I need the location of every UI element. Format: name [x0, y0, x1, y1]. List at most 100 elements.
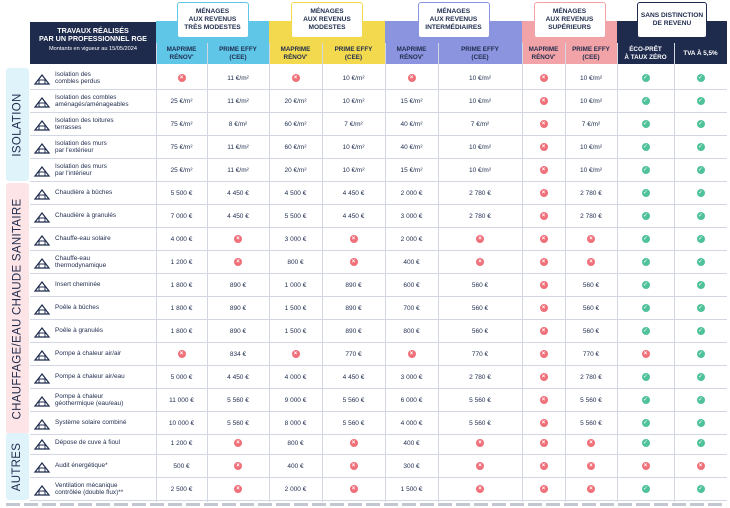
value-cell: ✓: [617, 136, 674, 158]
value-cell: ✓: [617, 320, 674, 342]
column-header: PRIME EFFY (CEE): [438, 43, 522, 64]
table-row: Isolation des combles perdus × 11 €/m² × 10 €…: [30, 67, 727, 90]
eligible-icon: ✓: [641, 212, 650, 220]
not-eligible-icon: ×: [539, 74, 548, 82]
amount: 7 €/m²: [470, 120, 490, 128]
eligible-icon: ✓: [696, 350, 705, 358]
value-cell: ×: [522, 228, 565, 250]
value-cell: ×: [322, 251, 385, 273]
eligible-icon: ✓: [696, 419, 705, 427]
value-cell: 4 000 €: [385, 412, 438, 434]
column-header: MAPRIME RÉNOV': [522, 43, 565, 64]
not-eligible-icon: ×: [539, 373, 548, 381]
value-cell: 11 €/m²: [207, 90, 269, 112]
amount: 5 560 €: [227, 396, 249, 404]
not-eligible-icon: ×: [349, 439, 358, 447]
amount: 10 €/m²: [342, 74, 365, 82]
group-label-line: MODESTES: [308, 24, 346, 31]
work-label: Chauffe-eau solaire: [55, 228, 155, 250]
value-cell: 770 €: [322, 343, 385, 365]
group-header: SANS DISTINCTION DE REVENU: [637, 2, 707, 38]
value-cell: 800 €: [269, 432, 322, 454]
group-label-line: TRÈS MODESTES: [184, 24, 241, 31]
not-eligible-icon: ×: [539, 120, 548, 128]
amount: 11 000 €: [169, 396, 194, 404]
value-cell: 10 000 €: [156, 412, 207, 434]
value-cell: 5 560 €: [565, 389, 617, 411]
value-cell: 1 200 €: [156, 251, 207, 273]
value-cell: 5 560 €: [207, 412, 269, 434]
amount: 11 €/m²: [227, 97, 249, 105]
amount: 1 200 €: [170, 258, 193, 266]
not-eligible-icon: ×: [539, 189, 548, 197]
amount: 560 €: [582, 281, 600, 289]
value-cell: 1 000 €: [269, 274, 322, 296]
group-label-line: AUX REVENUS: [545, 16, 594, 23]
amount: 800 €: [403, 327, 420, 335]
eligible-icon: ✓: [696, 166, 705, 174]
value-cell: 7 €/m²: [322, 113, 385, 135]
amount: 10 €/m²: [579, 166, 603, 174]
group-label-line: AUX REVENUS: [188, 16, 237, 23]
table-row: Chauffe-eau solaire 4 000 € × 3 000 € × 2 000…: [30, 228, 727, 251]
value-cell: 4 450 €: [207, 205, 269, 227]
work-label: Insert cheminée: [55, 274, 155, 296]
value-cell: 1 800 €: [156, 274, 207, 296]
column-header-line: MAPRIME: [280, 46, 311, 53]
value-cell: ×: [565, 251, 617, 273]
table-row: Insert cheminée 1 800 € 890 € 1 000 € 890 € 6…: [30, 274, 727, 297]
value-cell: ✓: [617, 389, 674, 411]
value-cell: 40 €/m²: [385, 136, 438, 158]
column-header-line: PRIME EFFY: [219, 46, 257, 53]
value-cell: ×: [438, 251, 522, 273]
value-cell: ✓: [674, 228, 727, 250]
value-cell: 10 €/m²: [565, 136, 617, 158]
amount: 75 €/m²: [170, 120, 193, 128]
eligible-icon: ✓: [696, 258, 705, 266]
amount: 770 €: [345, 350, 362, 358]
value-cell: ×: [565, 228, 617, 250]
not-eligible-icon: ×: [587, 235, 595, 243]
value-cell: 40 €/m²: [385, 113, 438, 135]
work-label: Ventilation mécanique contrôlée (double f…: [55, 478, 155, 500]
value-cell: ×: [322, 228, 385, 250]
value-cell: 11 €/m²: [207, 159, 269, 181]
not-eligible-icon: ×: [539, 439, 548, 447]
amount: 700 €: [403, 304, 420, 312]
value-cell: ✓: [674, 136, 727, 158]
eligible-icon: ✓: [641, 373, 650, 381]
not-eligible-icon: ×: [349, 462, 358, 470]
value-cell: 60 €/m²: [269, 113, 322, 135]
amount: 10 €/m²: [468, 97, 492, 105]
not-eligible-icon: ×: [476, 235, 484, 243]
work-label-line: Insert cheminée: [55, 281, 101, 289]
work-label: Système solaire combiné: [55, 412, 155, 434]
amount: 1 500 €: [284, 327, 307, 335]
value-cell: 2 000 €: [385, 182, 438, 204]
amount: 770 €: [582, 350, 600, 358]
table-row: Pompe à chaleur air/air × 834 € × 770 € × 770 …: [30, 343, 727, 366]
value-cell: 5 560 €: [565, 412, 617, 434]
value-cell: ✓: [617, 274, 674, 296]
value-cell: ✓: [617, 182, 674, 204]
value-cell: 2 000 €: [385, 228, 438, 250]
eligible-icon: ✓: [641, 304, 650, 312]
eligible-icon: ✓: [696, 281, 705, 289]
value-cell: 890 €: [322, 274, 385, 296]
amount: 8 000 €: [284, 419, 307, 427]
not-eligible-icon: ×: [539, 143, 548, 151]
work-label-line: par l'extérieur: [55, 147, 94, 154]
table-row: Chaudière à granulés 7 000 € 4 450 € 5 500 …: [30, 205, 727, 228]
work-label-line: Chaudière à bûches: [55, 189, 113, 197]
column-header-line: (CEE): [471, 53, 489, 61]
work-label: Chauffe-eau thermodynamique: [55, 251, 155, 273]
amount: 4 450 €: [342, 373, 365, 381]
amount: 15 €/m²: [400, 97, 423, 105]
not-eligible-icon: ×: [539, 97, 548, 105]
not-eligible-icon: ×: [539, 419, 548, 427]
converted-attic-icon: [33, 95, 51, 109]
work-label-line: Poêle à bûches: [55, 304, 100, 312]
value-cell: 4 500 €: [269, 182, 322, 204]
work-label-line: Dépose de cuve à fioul: [55, 439, 121, 447]
amount: 25 €/m²: [170, 166, 193, 174]
